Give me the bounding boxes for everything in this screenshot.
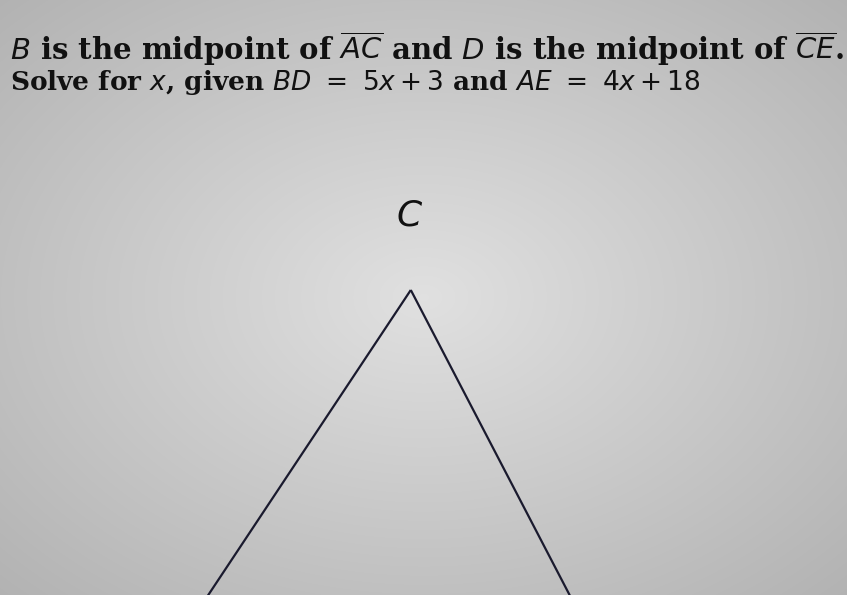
Text: $C$: $C$ xyxy=(396,198,424,232)
Text: $B$ is the midpoint of $\overline{AC}$ and $D$ is the midpoint of $\overline{CE}: $B$ is the midpoint of $\overline{AC}$ a… xyxy=(10,30,844,68)
Text: Solve for $x$, given $BD$ $=$ $5x+3$ and $AE$ $=$ $4x+18$: Solve for $x$, given $BD$ $=$ $5x+3$ and… xyxy=(10,68,700,97)
